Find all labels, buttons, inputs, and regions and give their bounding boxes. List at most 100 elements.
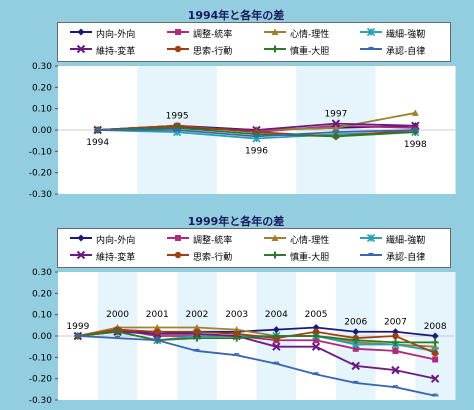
data-point (153, 323, 161, 331)
series-line (77, 330, 436, 380)
data-point (154, 333, 161, 339)
data-point (352, 345, 359, 352)
legend-label: 内向-外向 (96, 30, 136, 40)
data-point (411, 127, 419, 131)
legend-marker (271, 251, 279, 259)
plot-area-2: 0.30 0.20 0.10 0.00 -0.10 -0.20 -0.30 1999 2000 2… (29, 268, 456, 406)
x-tick-label: 2004 (265, 310, 288, 320)
chart-title-1: 1994年と各年の差 (187, 9, 285, 22)
legend-swatch (167, 45, 189, 53)
legend-marker (175, 235, 181, 241)
data-point (392, 347, 399, 354)
data-point (332, 130, 340, 133)
y-tick-label: 0.30 (32, 62, 52, 72)
data-point (233, 326, 241, 333)
legend-marker (77, 28, 85, 36)
legend-swatch (360, 46, 382, 50)
series-line (77, 335, 436, 397)
data-point (391, 365, 400, 375)
x-tick-label: 2003 (225, 310, 248, 320)
legend-marker (367, 252, 375, 256)
data-point (233, 334, 241, 342)
data-point (331, 119, 341, 128)
data-point (193, 334, 201, 342)
legend-swatch (264, 28, 286, 35)
data-point (114, 336, 122, 339)
legend-swatch (264, 234, 286, 241)
y-tick-label: -0.20 (29, 375, 53, 385)
data-point (332, 124, 340, 131)
legend-label: 調整-統率 (193, 236, 233, 246)
legend-marker (271, 234, 279, 241)
data-point (233, 330, 240, 338)
legend-swatch (360, 252, 382, 256)
legend-marker (366, 233, 376, 243)
x-tick-label: 1995 (166, 112, 189, 122)
x-tick-label: 1997 (324, 110, 347, 120)
legend-marker (174, 251, 182, 259)
legend-swatch (70, 234, 92, 242)
data-point (313, 337, 320, 344)
data-point (173, 127, 181, 131)
legend-swatch (167, 235, 189, 241)
legend-marker (271, 28, 279, 35)
data-point (411, 109, 419, 116)
legend-label: 内向-外向 (96, 236, 136, 246)
legend-marker (76, 250, 86, 260)
legend-marker (76, 44, 86, 54)
data-point (312, 372, 320, 375)
legend-marker (77, 234, 85, 242)
data-point (391, 385, 399, 388)
series-line (77, 328, 436, 354)
series-line (77, 326, 436, 348)
legend-label: 思索-行動 (193, 253, 233, 263)
data-point (431, 338, 439, 346)
y-tick-label: -0.30 (29, 396, 53, 406)
data-point (272, 342, 281, 351)
legend-label: 慎重-大胆 (290, 47, 330, 57)
data-point (233, 353, 241, 356)
legend-label: 承認-自律 (386, 253, 426, 263)
legend-swatch (167, 251, 189, 259)
data-point (154, 328, 161, 335)
legend-swatch (70, 250, 92, 260)
legend-label: 心情-理性 (290, 30, 330, 40)
data-point (272, 326, 280, 334)
x-tick-label: 2001 (146, 310, 169, 320)
data-point (94, 127, 102, 131)
data-point (432, 356, 439, 363)
chart-title-2: 1999年と各年の差 (187, 215, 285, 228)
legend-label: 心情-理性 (290, 236, 330, 246)
plot-area-1: 0.30 0.20 0.10 0.00 -0.10 -0.20 -0.30 1994 1995 1… (29, 62, 456, 200)
legend-label: 承認-自律 (386, 47, 426, 57)
data-point (391, 338, 399, 346)
legend-label: 維持-変革 (96, 253, 136, 263)
data-point (272, 332, 280, 340)
y-tick-label: 0.10 (32, 105, 52, 115)
data-point (431, 343, 439, 350)
data-point (391, 328, 399, 336)
data-point (431, 393, 439, 397)
y-tick-label: -0.20 (29, 169, 53, 179)
legend-label: 維持-変革 (96, 47, 136, 57)
x-tick-label: 1994 (86, 138, 109, 148)
data-point (312, 328, 320, 335)
legend-label: 繊細-強靭 (386, 236, 426, 246)
chart-panel-1: 1994年と各年の差 内向-外向 調整-統率 心情-理性 繊細-強靭 維持-変革 思索-行… (5, 4, 467, 200)
x-tick-label: 2007 (384, 318, 407, 328)
y-tick-label: -0.30 (29, 190, 53, 200)
legend-marker (174, 45, 182, 53)
y-tick-label: 0.30 (32, 268, 52, 278)
data-point (312, 332, 320, 340)
y-tick-label: 0.20 (32, 83, 52, 93)
chart-panel-2: 1999年と各年の差 内向-外向 調整-統率 心情-理性 繊細-強靭維持-変革 思索-行… (5, 210, 467, 406)
data-point (253, 134, 260, 137)
x-tick-label: 1999 (66, 322, 89, 332)
y-tick-label: 0.20 (32, 289, 52, 299)
x-tick-label: 2006 (344, 318, 367, 328)
data-point (312, 323, 320, 331)
legend-marker (366, 27, 376, 37)
data-point (431, 332, 439, 340)
data-point (193, 348, 201, 352)
x-tick-label: 2002 (185, 310, 208, 320)
